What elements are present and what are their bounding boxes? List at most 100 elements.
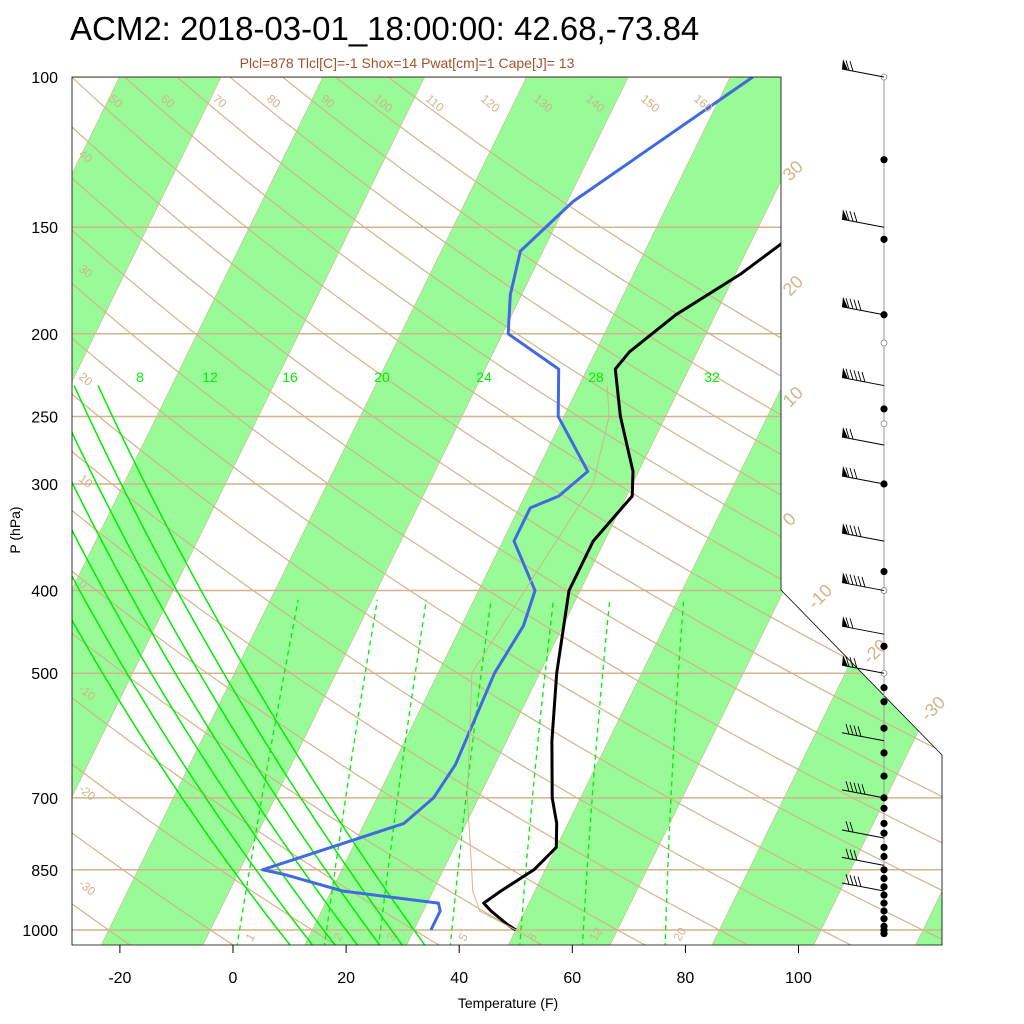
x-tick-label: 0 bbox=[229, 970, 238, 987]
plot-area bbox=[72, 77, 942, 945]
wind-barb-shaft bbox=[841, 436, 885, 446]
isotherm-label: -20 bbox=[859, 635, 892, 668]
wind-level-dot bbox=[880, 405, 888, 413]
wind-barb-shaft bbox=[841, 882, 885, 892]
dry-adiabat bbox=[72, 77, 942, 945]
wind-barb-tick bbox=[849, 874, 854, 886]
wind-barb-flag bbox=[842, 296, 848, 308]
wind-barb-shaft bbox=[841, 68, 885, 78]
wind-barb-tick bbox=[845, 524, 850, 535]
wind-level-dot bbox=[880, 804, 888, 812]
y-tick-label: 1000 bbox=[22, 923, 58, 940]
mixing-ratio-line bbox=[518, 599, 555, 945]
dry-adiabat bbox=[72, 77, 239, 945]
x-axis-label: Temperature (F) bbox=[458, 995, 558, 1011]
isotherm-band bbox=[913, 77, 942, 945]
x-tick-label: 40 bbox=[450, 970, 468, 987]
wind-barb-tick bbox=[845, 60, 850, 71]
wind-barb bbox=[841, 572, 885, 592]
wind-barb-flag bbox=[842, 209, 848, 221]
wind-barb-tick bbox=[845, 656, 850, 667]
theta-left-label: -30 bbox=[76, 877, 99, 899]
y-tick-label: 500 bbox=[31, 666, 58, 683]
theta-left-label: -20 bbox=[76, 782, 99, 804]
wind-barb-flag bbox=[842, 367, 848, 379]
wind-barb-shaft bbox=[841, 532, 885, 542]
wind-level-dot bbox=[880, 829, 888, 837]
x-tick-label: -20 bbox=[108, 970, 131, 987]
y-tick-label: 150 bbox=[31, 220, 58, 237]
wind-barb-tick bbox=[849, 849, 854, 860]
wind-level-dot bbox=[880, 907, 888, 915]
y-tick-label: 400 bbox=[31, 584, 58, 601]
wind-barb-tick bbox=[861, 576, 866, 588]
wind-barb-tick bbox=[849, 618, 854, 629]
moist-adiabat bbox=[72, 385, 316, 945]
wind-barb-tick bbox=[849, 369, 854, 380]
wind-barb bbox=[841, 723, 885, 742]
wind-barb-tick bbox=[861, 371, 866, 383]
wind-barb-tick bbox=[845, 821, 850, 832]
wind-level-circle bbox=[880, 420, 888, 428]
wind-barb-tick bbox=[853, 850, 858, 861]
wind-barb-tick bbox=[853, 370, 858, 381]
wind-barb bbox=[841, 59, 885, 78]
isotherm-label: 20 bbox=[779, 272, 807, 300]
theta-label: 150 bbox=[638, 92, 663, 116]
wind-barb-tick bbox=[845, 428, 850, 439]
wind-level-dot bbox=[880, 724, 888, 732]
mixing-ratio-line bbox=[236, 599, 299, 945]
wind-level-dot bbox=[880, 874, 888, 883]
wind-barb-tick bbox=[849, 525, 854, 536]
isotherm-label: -10 bbox=[804, 580, 837, 613]
wind-barb-tick bbox=[849, 781, 854, 793]
wind-barb-flag bbox=[842, 426, 848, 438]
wind-barb-tick bbox=[849, 724, 854, 735]
wind-level-dot bbox=[880, 891, 888, 899]
theta-label: 110 bbox=[423, 92, 447, 115]
isotherm-band bbox=[302, 77, 842, 945]
mixing-ratio-label: 28 bbox=[588, 369, 604, 385]
mixing-ratio-label: 16 bbox=[282, 369, 298, 385]
wind-barb-tick bbox=[845, 210, 850, 221]
wind-barb-shaft bbox=[841, 582, 885, 592]
wind-barb bbox=[841, 781, 885, 799]
isotherm-label: -30 bbox=[917, 692, 950, 725]
wind-barb-tick bbox=[845, 723, 850, 735]
wind-level-dot bbox=[880, 915, 888, 923]
wind-barb-tick bbox=[849, 657, 854, 668]
temperature-profile bbox=[482, 77, 942, 932]
isotherm-band bbox=[99, 77, 639, 945]
mixing-ratio-line bbox=[581, 599, 611, 945]
wind-barb-tick bbox=[853, 657, 858, 669]
x-tick-label: 100 bbox=[785, 970, 812, 987]
wind-level-dot bbox=[880, 866, 888, 874]
parcel-profile bbox=[466, 385, 610, 931]
wind-level-dot bbox=[880, 642, 888, 650]
wind-barb-tick bbox=[853, 875, 858, 886]
wind-barb-tick bbox=[845, 874, 850, 885]
dewpoint-profile bbox=[261, 77, 754, 931]
wind-level-dot bbox=[880, 899, 888, 907]
wind-barb bbox=[841, 426, 885, 446]
dry-adiabat bbox=[72, 77, 651, 945]
dry-adiabat bbox=[124, 77, 942, 945]
x-tick-label: 20 bbox=[337, 970, 355, 987]
wind-barb-shaft bbox=[841, 306, 885, 316]
wind-barb bbox=[841, 874, 885, 892]
wind-barb bbox=[841, 367, 885, 387]
profiles bbox=[261, 77, 942, 932]
wind-level-circle bbox=[880, 339, 888, 347]
moist-adiabat bbox=[72, 385, 383, 945]
wind-barb-tick bbox=[853, 525, 858, 537]
isotherm-label: 0 bbox=[779, 509, 800, 530]
dry-adiabat bbox=[72, 77, 942, 945]
dry-adiabat bbox=[72, 77, 942, 945]
mixing-ratio-label: 24 bbox=[476, 369, 492, 385]
isotherm-label: 10 bbox=[779, 383, 807, 411]
x-tick-label: 80 bbox=[677, 970, 695, 987]
mixing-ratio-line bbox=[377, 599, 428, 945]
wind-level-dot bbox=[880, 235, 888, 243]
mixing-ratio-label: 32 bbox=[704, 369, 720, 385]
y-tick-label: 300 bbox=[31, 477, 58, 494]
